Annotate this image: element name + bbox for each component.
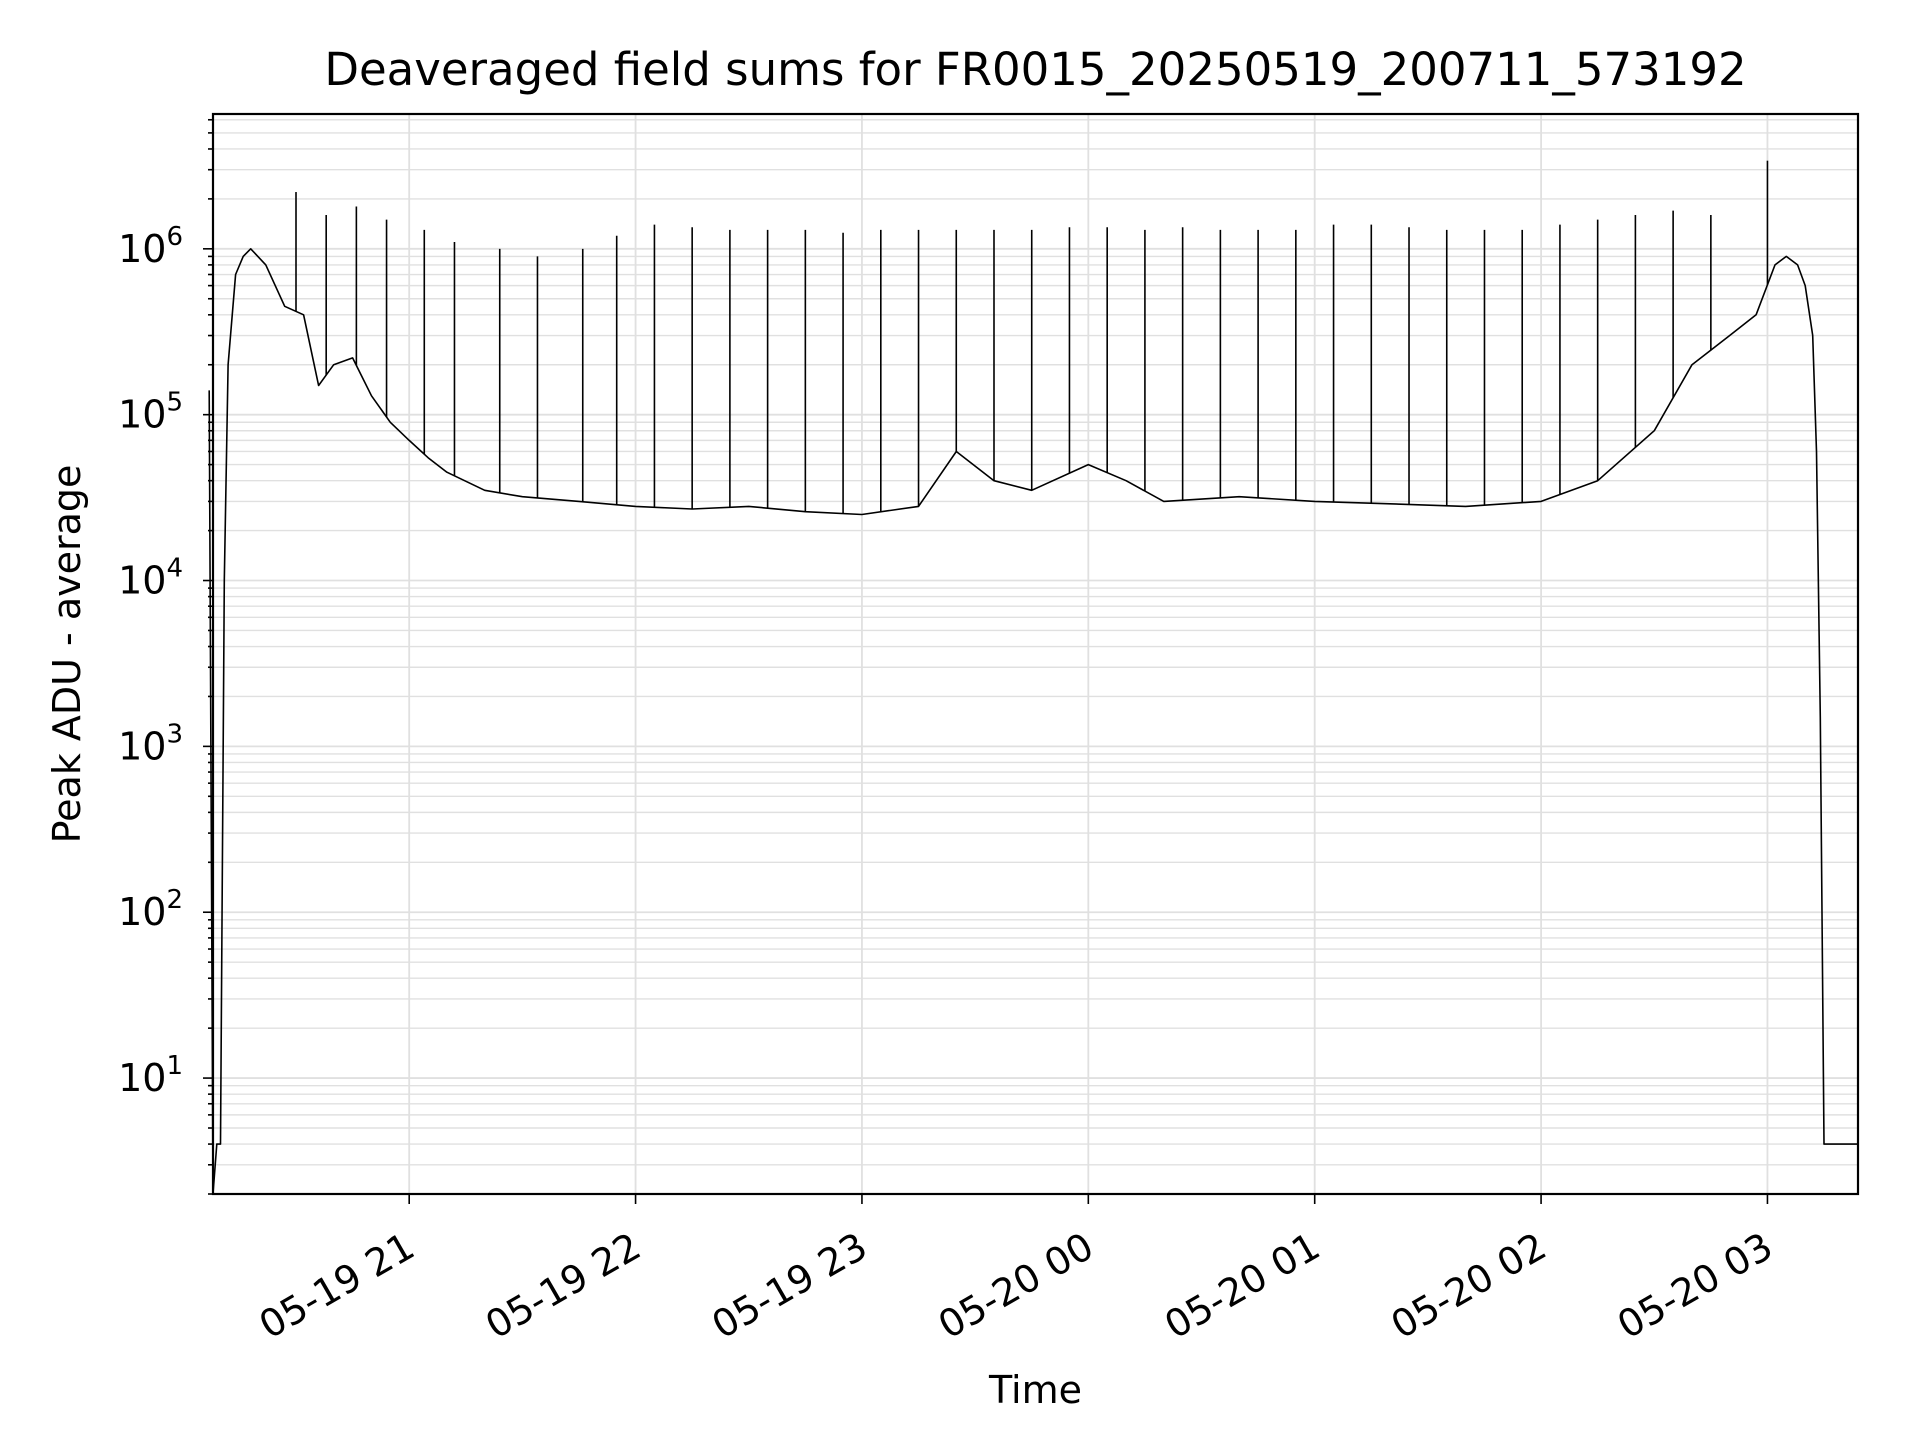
y-tick-label: 105: [118, 388, 183, 437]
tick-layer: 101 102 103 104 105 106 05-19 21 05-19 22 05-19 …: [118, 118, 1780, 1348]
data-layer: [208, 160, 1858, 1195]
y-tick-label: 103: [118, 719, 183, 768]
x-tick-label: 05-19 22: [478, 1224, 648, 1348]
x-tick-label: 05-20 03: [1610, 1224, 1780, 1348]
x-tick-label: 05-20 00: [931, 1224, 1101, 1348]
y-tick-label: 104: [118, 554, 183, 603]
y-axis-label: Peak ADU - average: [45, 465, 89, 844]
y-tick-label: 106: [118, 222, 183, 271]
plot-frame: [211, 112, 1860, 1196]
y-tick-label: 102: [118, 885, 183, 934]
x-tick-label: 05-19 21: [252, 1224, 422, 1348]
y-tick-label: 101: [118, 1051, 183, 1100]
x-axis-label: Time: [988, 1368, 1082, 1412]
x-tick-label: 05-19 23: [704, 1224, 874, 1348]
x-tick-label: 05-20 01: [1157, 1224, 1327, 1348]
x-tick-label: 05-20 02: [1384, 1224, 1554, 1348]
series-line: [208, 248, 1858, 1195]
chart-title: Deaveraged field sums for FR0015_2025051…: [324, 43, 1746, 96]
grid-layer: [213, 114, 1858, 1195]
